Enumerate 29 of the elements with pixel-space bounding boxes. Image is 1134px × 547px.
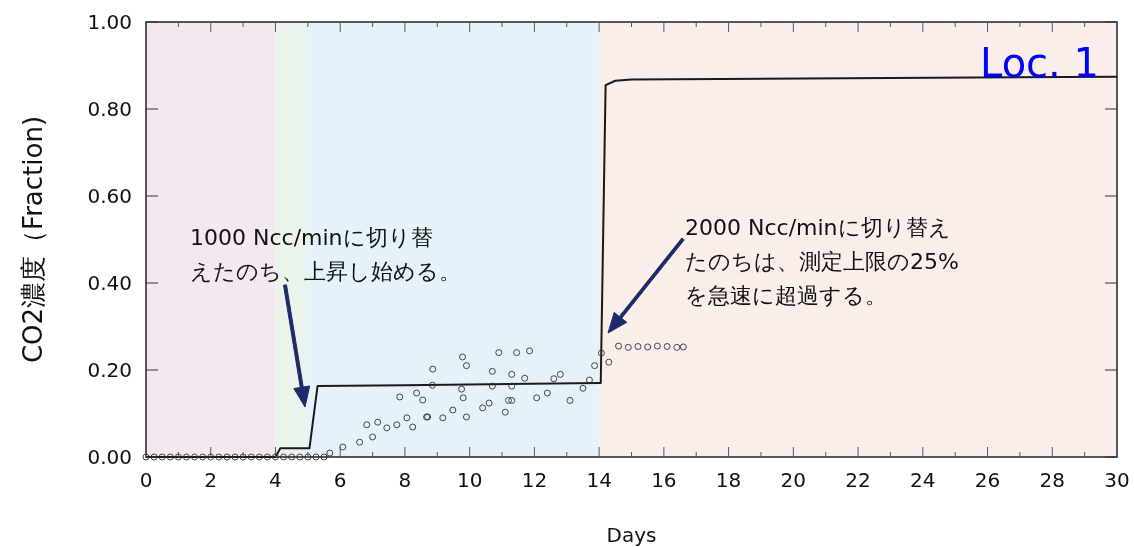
- annotation: 2000 Ncc/minに切り替えたのちは、測定上限の25%を急速に超過する。: [685, 215, 959, 308]
- x-tick-label: 12: [521, 468, 548, 492]
- x-tick-label: 10: [456, 468, 483, 492]
- y-axis-title: CO2濃度（Fraction): [18, 115, 48, 364]
- x-tick-label: 24: [910, 468, 936, 492]
- x-tick-label: 28: [1039, 468, 1065, 492]
- x-tick-label: 4: [269, 468, 282, 492]
- x-tick-label: 2: [204, 468, 218, 492]
- x-tick-label: 0: [139, 468, 153, 492]
- text: Loc. 1: [980, 40, 1099, 86]
- note-with-arrow: 1000 Ncc/minに切り替えたのち、上昇し始める。: [190, 225, 461, 408]
- y-tick-label: 1.00: [87, 10, 132, 34]
- x-tick-label: 20: [780, 468, 807, 492]
- note-with-arrow: 2000 Ncc/minに切り替えたのちは、測定上限の25%を急速に超過する。: [607, 215, 959, 334]
- x-tick-label: 6: [333, 468, 347, 492]
- x-tick-label: 8: [398, 468, 412, 492]
- x-tick-label: 16: [651, 468, 677, 492]
- y-tick-label: 0.40: [87, 271, 132, 295]
- x-tick-label: 14: [586, 468, 612, 492]
- x-axis-title: Days: [606, 523, 657, 547]
- x-tick-label: 22: [845, 468, 871, 492]
- x-tick-label: 18: [715, 468, 742, 492]
- x-tick-label: 26: [974, 468, 1001, 492]
- y-tick-label: 0.60: [87, 184, 132, 208]
- y-tick-label: 0.20: [87, 358, 132, 382]
- y-tick-label: 0.00: [87, 445, 132, 469]
- x-tick-label: 30: [1104, 468, 1130, 492]
- annotation: 1000 Ncc/minに切り替えたのち、上昇し始める。: [190, 225, 461, 284]
- y-tick-label: 0.80: [87, 97, 132, 121]
